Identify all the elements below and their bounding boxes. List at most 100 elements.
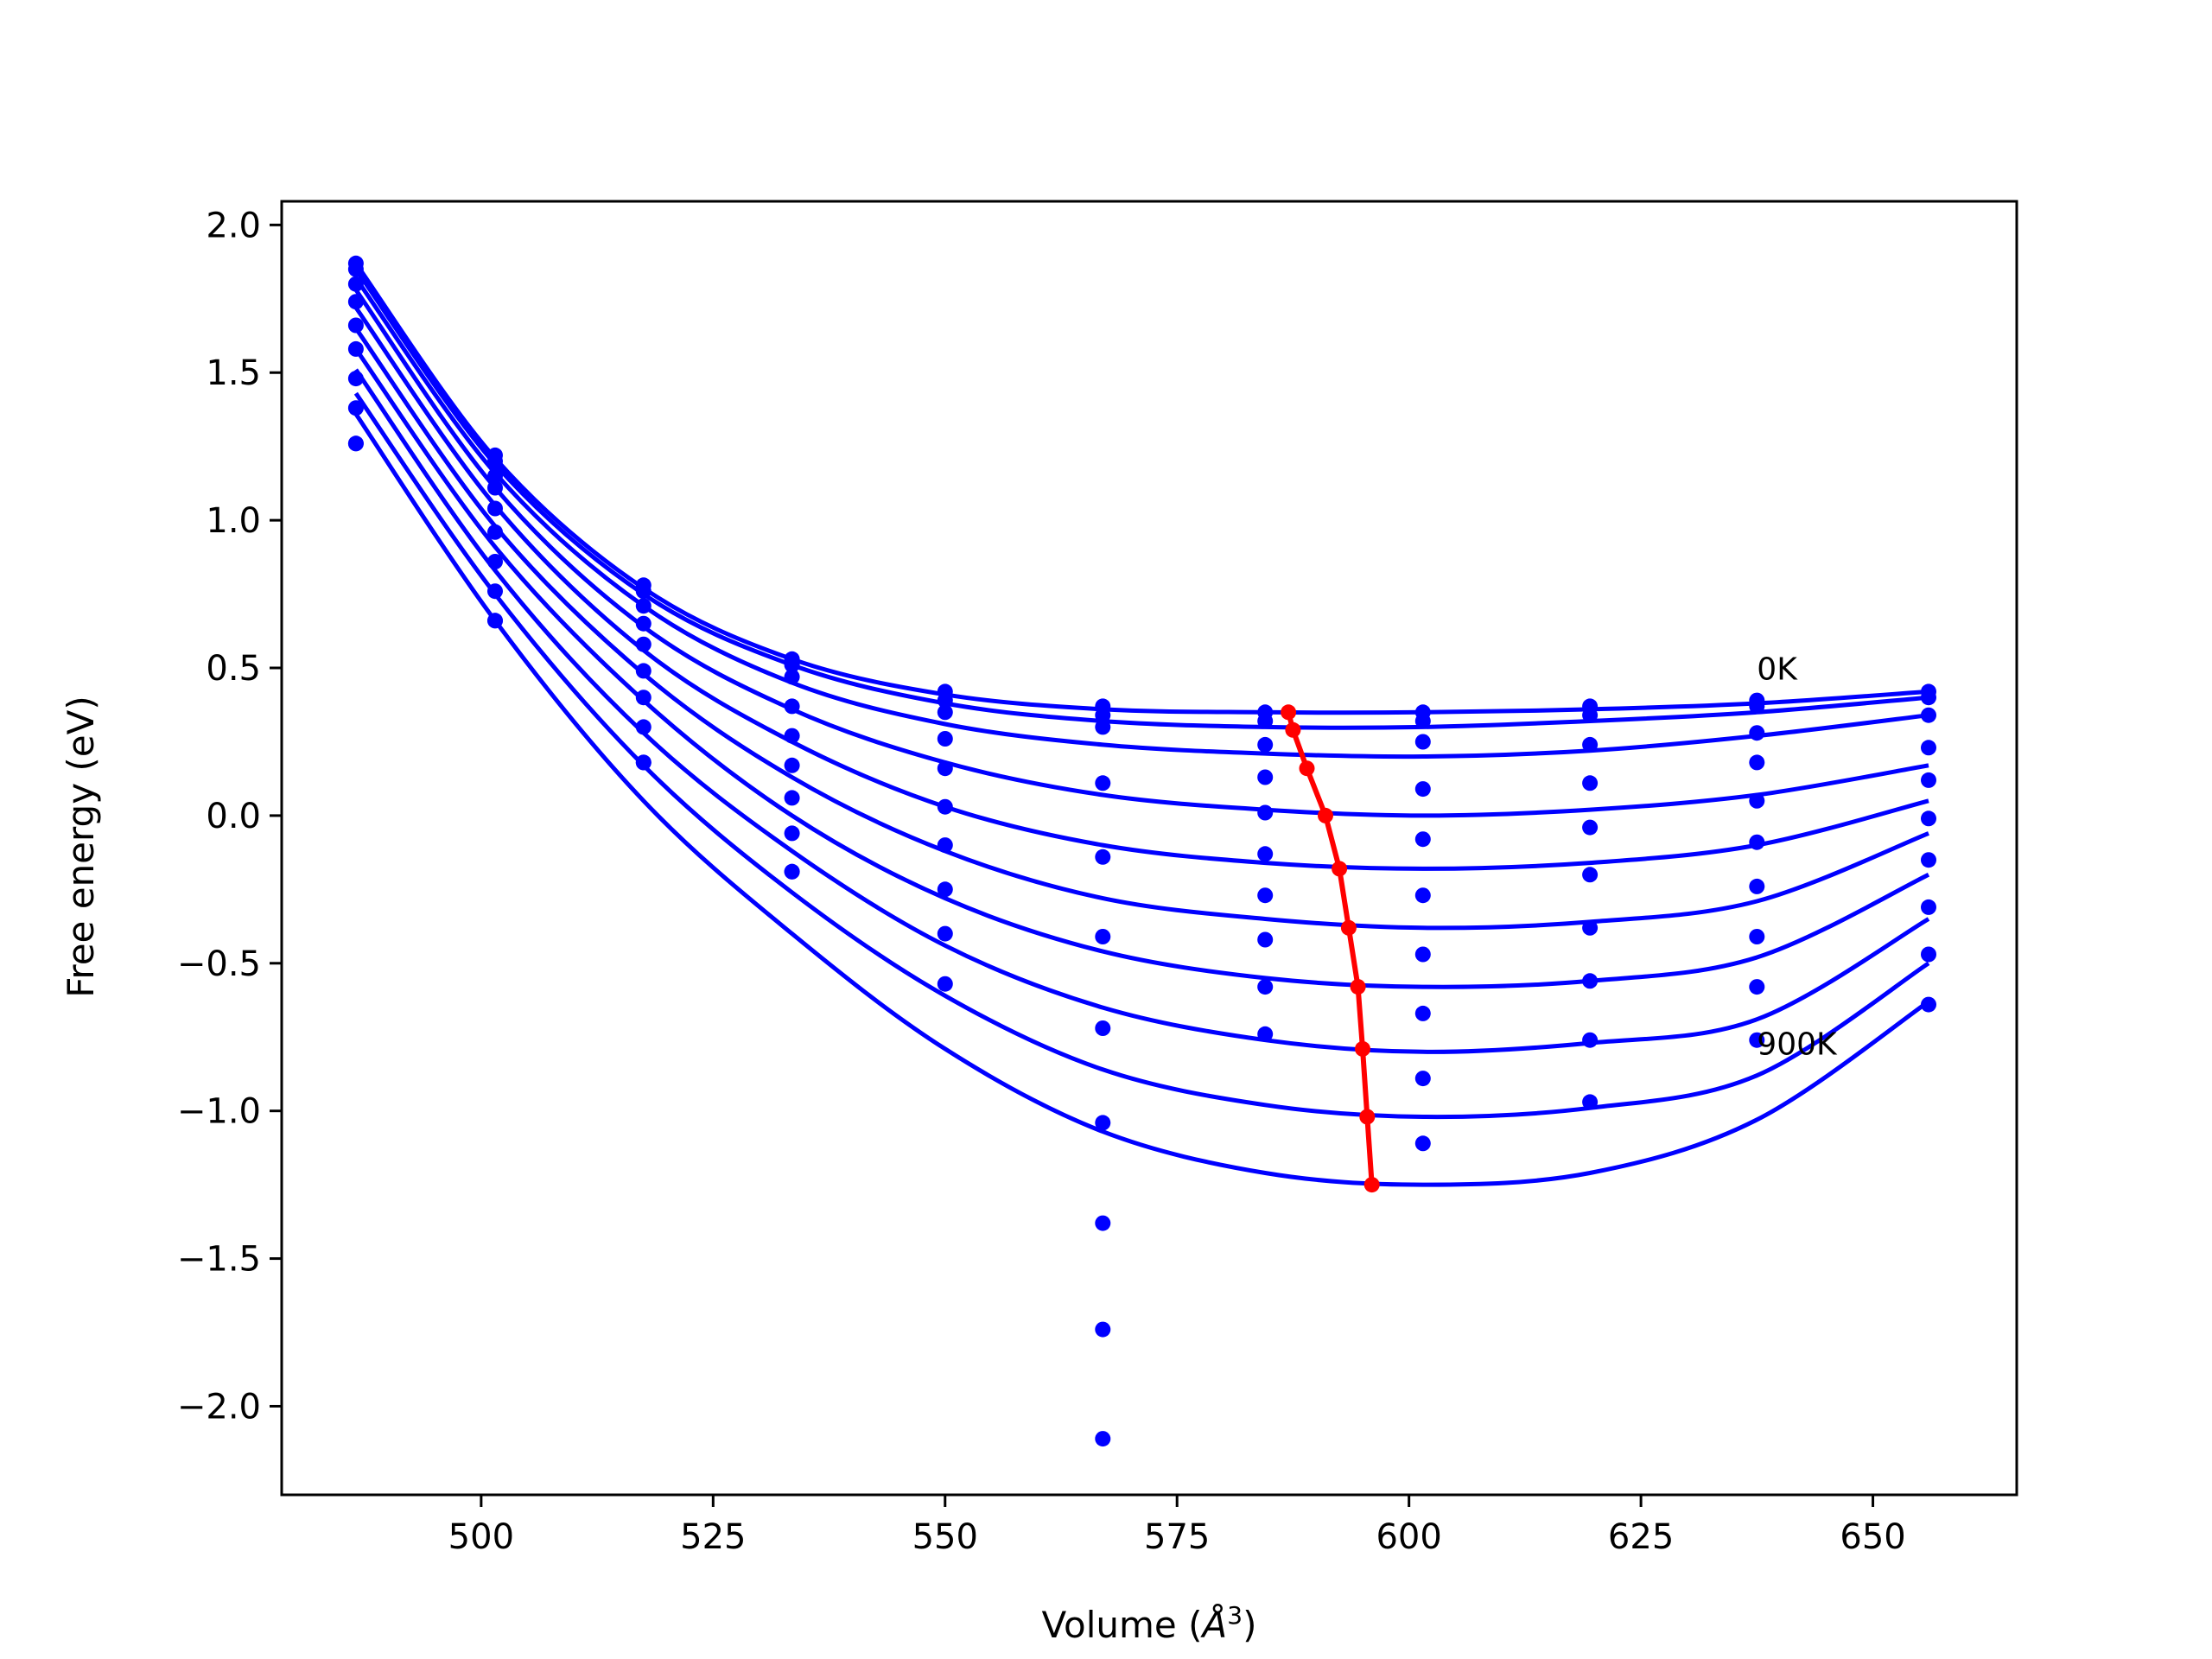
data-point-s1-0 — [347, 261, 364, 277]
data-point-s6-8 — [1582, 919, 1599, 936]
data-point-s3-8 — [1582, 775, 1599, 791]
data-point-s4-1 — [487, 500, 503, 517]
data-point-s7-3 — [784, 825, 800, 842]
data-point-s6-10 — [1921, 852, 1936, 868]
plot-marks: 0K 900K — [347, 255, 1936, 1447]
data-point-s2-10 — [1921, 707, 1936, 723]
data-point-s5-8 — [1582, 867, 1599, 883]
data-point-s9-1 — [487, 613, 503, 629]
data-point-s1-6 — [1257, 713, 1274, 729]
x-tick-label-2: 550 — [912, 1517, 978, 1557]
data-point-s2-6 — [1257, 736, 1274, 753]
fit-curve-3 — [353, 289, 1929, 818]
data-point-s2-1 — [487, 467, 503, 484]
y-tick-label-6: −1.0 — [177, 1092, 261, 1132]
fit-curve-7 — [353, 368, 1930, 1054]
fit-curve-2 — [353, 276, 1929, 760]
data-point-s8-5 — [1095, 1215, 1111, 1231]
data-point-s7-2 — [635, 719, 652, 735]
data-point-s3-7 — [1414, 781, 1431, 798]
data-point-s8-8 — [1582, 1032, 1599, 1048]
data-point-s5-4 — [937, 798, 953, 815]
plot-frame — [280, 200, 2018, 1497]
minimum-point-0 — [1281, 704, 1297, 721]
y-tick-label-3: 0.5 — [206, 649, 261, 689]
data-point-s1-7 — [1414, 713, 1431, 729]
data-point-s7-10 — [1921, 899, 1936, 915]
data-point-s6-0 — [347, 371, 364, 387]
y-axis: 2.0 1.5 1.0 0.5 0.0 −0.5 −1.0 −1.5 −2.0 — [177, 206, 282, 1427]
data-point-s6-2 — [635, 690, 652, 706]
data-point-s7-4 — [937, 881, 953, 898]
data-point-s9-5 — [1095, 1321, 1111, 1338]
data-point-s6-9 — [1749, 878, 1765, 894]
minimum-point-3 — [1318, 807, 1333, 823]
y-tick-label-2: 1.0 — [206, 501, 261, 541]
data-point-s8-7 — [1414, 1071, 1431, 1087]
data-point-s4-2 — [635, 636, 652, 652]
data-point-s3-2 — [635, 615, 652, 632]
data-point-s8-10 — [1921, 946, 1936, 963]
data-point-s1-8 — [1582, 707, 1599, 723]
y-tick-label-0: 2.0 — [206, 206, 261, 245]
data-point-s7-6 — [1257, 931, 1274, 948]
minimum-point-9 — [1363, 1177, 1380, 1193]
data-point-s3-5 — [1095, 775, 1111, 791]
data-point-s5-9 — [1749, 834, 1765, 850]
data-point-s5-2 — [635, 663, 652, 679]
y-axis-label: Free energy (eV) — [60, 696, 102, 998]
minimum-point-1 — [1285, 721, 1301, 738]
data-point-s6-5 — [1095, 1020, 1111, 1036]
data-point-s2-9 — [1749, 725, 1765, 741]
minimum-locus-line — [1286, 711, 1375, 1185]
data-point-s3-4 — [937, 731, 953, 747]
x-tick-label-3: 575 — [1144, 1517, 1210, 1557]
minimum-point-8 — [1359, 1109, 1376, 1125]
data-point-s9-0 — [347, 435, 364, 452]
x-axis: 500 525 550 575 600 625 650 — [448, 1495, 1906, 1557]
data-point-s9-10 — [1921, 996, 1936, 1013]
data-point-s2-7 — [1414, 734, 1431, 750]
fit-curve-0 — [353, 262, 1929, 715]
x-axis-label: Volume (Å3) — [1042, 1601, 1257, 1646]
data-point-s6-6 — [1257, 887, 1274, 904]
data-point-s4-5 — [1095, 849, 1111, 865]
data-point-s7-1 — [487, 583, 503, 600]
data-point-s9-8 — [1582, 1094, 1599, 1110]
annotation-1: 900K — [1757, 1027, 1838, 1063]
x-tick-label-0: 500 — [448, 1517, 514, 1557]
data-point-s4-6 — [1257, 804, 1274, 821]
data-point-s2-5 — [1095, 719, 1111, 735]
data-point-s9-7 — [1414, 1135, 1431, 1152]
x-tick-label-5: 625 — [1608, 1517, 1674, 1557]
data-point-s1-2 — [635, 583, 652, 600]
data-point-s6-4 — [937, 837, 953, 854]
data-point-s5-6 — [1257, 846, 1274, 862]
data-point-s5-5 — [1095, 929, 1111, 944]
data-point-s3-9 — [1749, 754, 1765, 771]
x-tick-label-4: 600 — [1376, 1517, 1441, 1557]
data-point-s3-6 — [1257, 769, 1274, 785]
data-point-s3-1 — [487, 480, 503, 496]
data-point-s4-3 — [784, 728, 800, 744]
data-point-s6-3 — [784, 790, 800, 806]
data-point-s2-0 — [347, 276, 364, 292]
data-point-s3-0 — [347, 294, 364, 310]
minimum-point-7 — [1355, 1040, 1370, 1057]
data-point-s1-1 — [487, 453, 503, 469]
data-point-s7-8 — [1582, 973, 1599, 989]
data-point-s7-7 — [1414, 1005, 1431, 1021]
data-point-s2-4 — [937, 704, 953, 721]
fit-curve-9 — [353, 412, 1930, 1187]
minimum-point-5 — [1340, 919, 1357, 936]
y-tick-label-1: 1.5 — [206, 353, 261, 393]
x-tick-label-1: 525 — [680, 1517, 746, 1557]
data-point-s9-6 — [1257, 1026, 1274, 1042]
annotation-0: 0K — [1757, 652, 1798, 688]
fit-curve-8 — [353, 391, 1930, 1120]
data-point-s9-4 — [937, 976, 953, 992]
data-point-s1-5 — [1095, 707, 1111, 723]
data-point-s2-3 — [784, 669, 800, 685]
data-point-s6-1 — [487, 554, 503, 569]
